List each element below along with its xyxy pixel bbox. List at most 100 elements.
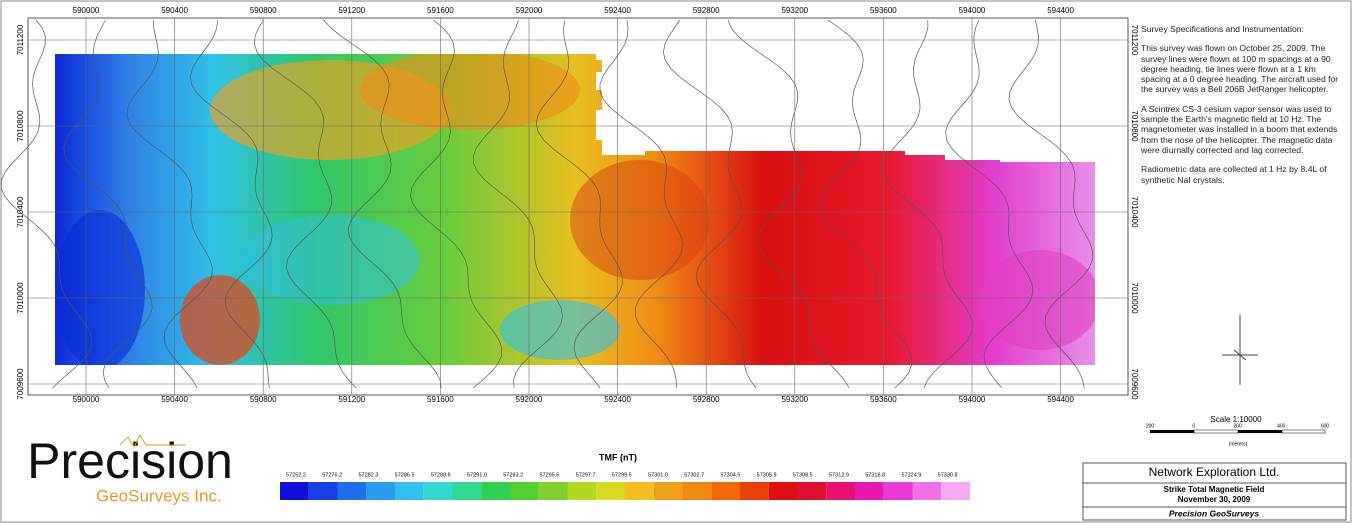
legend-label: 57252.2 [286, 472, 306, 478]
colorbar-swatch [510, 482, 539, 500]
easting-label: 592000 [516, 395, 543, 404]
northing-label: 7010000 [16, 282, 25, 314]
legend-label: 57286.5 [395, 472, 415, 478]
scale-bar [1150, 430, 1325, 433]
legend-label: 57282.3 [358, 472, 378, 478]
legend-label: 57301.0 [648, 472, 668, 478]
colorbar-swatch [481, 482, 510, 500]
easting-label: 590000 [73, 6, 100, 15]
colorbar-swatch [683, 482, 712, 500]
northing-label: 7010000 [1130, 282, 1139, 314]
map-date: November 30, 2009 [1178, 495, 1251, 504]
colorbar-swatch [568, 482, 597, 500]
easting-label: 594400 [1047, 6, 1074, 15]
legend-label: 57304.5 [720, 472, 740, 478]
legend-label: 57324.9 [901, 472, 921, 478]
easting-label: 593600 [870, 6, 897, 15]
colorbar-swatch [711, 482, 740, 500]
specs-paragraph: Radiometric data are collected at 1 Hz b… [1141, 164, 1346, 185]
legend-label: 57302.7 [684, 472, 704, 478]
colorbar-swatch [913, 482, 942, 500]
easting-label: 592400 [604, 6, 631, 15]
easting-label: 590800 [250, 395, 277, 404]
easting-label: 591600 [427, 6, 454, 15]
colorbar-swatch [280, 482, 309, 500]
colorbar-swatch [740, 482, 769, 500]
colorbar-swatch [596, 482, 625, 500]
colorbar-swatch [826, 482, 855, 500]
logo-sub: GeoSurveys Inc. [96, 486, 222, 505]
legend-label: 57299.5 [612, 472, 632, 478]
page: Scale 1:10000 (meters) Precision GeoSurv… [0, 0, 1352, 523]
legend-label: 57291.0 [467, 472, 487, 478]
northing-label: 7010800 [16, 110, 25, 142]
northing-label: 7011200 [16, 24, 25, 55]
easting-label: 593200 [781, 395, 808, 404]
legend-label: 57305.9 [757, 472, 777, 478]
northing-label: 7010400 [16, 196, 25, 228]
map-title: Strike Total Magnetic Field [1164, 485, 1265, 494]
easting-label: 594400 [1047, 395, 1074, 404]
northing-label: 7009600 [16, 368, 25, 400]
survey-specs: Survey Specifications and Instrumentatio… [1141, 24, 1346, 194]
legend-label: 57288.6 [431, 472, 451, 478]
legend-label: 57312.9 [829, 472, 849, 478]
tmf-grid [55, 50, 1100, 370]
northing-label: 7010400 [1130, 196, 1139, 228]
easting-label: 592800 [693, 395, 720, 404]
author: Precision GeoSurveys [1169, 508, 1260, 518]
colorbar-swatch [769, 482, 798, 500]
legend-label: 57297.7 [576, 472, 596, 478]
specs-heading: Survey Specifications and Instrumentatio… [1141, 24, 1346, 34]
easting-label: 592800 [693, 6, 720, 15]
colorbar-swatch [654, 482, 683, 500]
easting-label: 590400 [161, 6, 188, 15]
easting-label: 593600 [870, 395, 897, 404]
specs-paragraph: This survey was flown on October 25, 200… [1141, 43, 1346, 94]
colorbar-swatch [395, 482, 424, 500]
northing-label: 7011200 [1130, 25, 1139, 56]
northing-label: 7009600 [1130, 368, 1139, 400]
easting-label: 590400 [161, 395, 188, 404]
legend-title: TMF (nT) [599, 452, 637, 462]
easting-label: 591600 [427, 395, 454, 404]
easting-label: 593200 [781, 6, 808, 15]
colorbar-swatch [539, 482, 568, 500]
legend-label: 57276.2 [322, 472, 342, 478]
company: Network Exploration Ltd. [1149, 465, 1280, 479]
scale-label: 200 [1233, 423, 1242, 429]
easting-label: 592400 [604, 395, 631, 404]
north-arrow [1222, 315, 1258, 385]
colorbar-swatch [338, 482, 367, 500]
colorbar-swatch [884, 482, 913, 500]
scale-label: 0 [1192, 423, 1195, 429]
easting-label: 594000 [959, 395, 986, 404]
easting-label: 591200 [338, 395, 365, 404]
legend-label: 57330.8 [938, 472, 958, 478]
colorbar [280, 482, 970, 500]
scale-unit: (meters) [1229, 441, 1248, 447]
colorbar-swatch [309, 482, 338, 500]
easting-label: 592000 [516, 6, 543, 15]
scale-label: 200 [1146, 423, 1155, 429]
specs-paragraph: A Scintrex CS-3 cesium vapor sensor was … [1141, 104, 1346, 155]
colorbar-swatch [798, 482, 827, 500]
easting-label: 594000 [959, 6, 986, 15]
legend-label: 57293.2 [503, 472, 523, 478]
colorbar-swatch [366, 482, 395, 500]
legend-label: 57295.6 [539, 472, 559, 478]
northing-label: 7010800 [1130, 110, 1139, 142]
legend-label: 57308.5 [793, 472, 813, 478]
logo-name: Precision [27, 433, 233, 489]
colorbar-swatch [625, 482, 654, 500]
easting-label: 591200 [338, 6, 365, 15]
colorbar-swatch [941, 482, 970, 500]
colorbar-swatch [453, 482, 482, 500]
scale-label: 600 [1321, 423, 1330, 429]
legend-label: 57318.8 [865, 472, 885, 478]
colorbar-swatch [424, 482, 453, 500]
colorbar-swatch [855, 482, 884, 500]
easting-label: 590000 [73, 395, 100, 404]
scale-label: 400 [1277, 423, 1286, 429]
easting-label: 590800 [250, 6, 277, 15]
